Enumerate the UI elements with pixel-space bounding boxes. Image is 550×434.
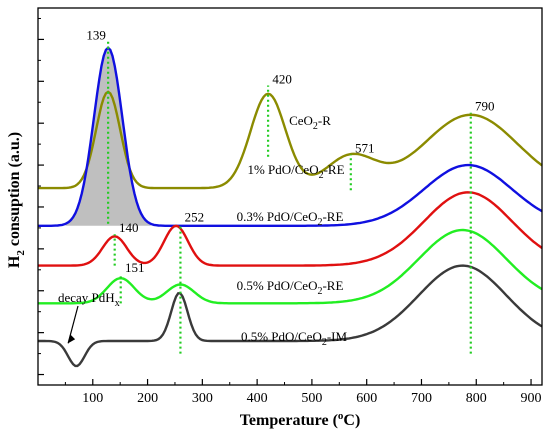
x-axis-title: Temperature (oC) <box>240 410 361 429</box>
x-tick-label-7: 800 <box>466 391 487 406</box>
y-axis-title: H2 consuption (a.u.) <box>6 132 27 268</box>
x-tick-label-2: 300 <box>192 391 213 406</box>
peak-label-6: 151 <box>125 260 145 275</box>
series-label-3: 0.5% PdO/CeO2-RE <box>237 278 344 297</box>
y-ticks <box>38 17 44 376</box>
x-tick-label-1: 200 <box>137 391 158 406</box>
series-label-1: 1% PdO/CeO2-RE <box>247 162 344 181</box>
decay-annotation-label: decay PdHx <box>58 290 120 309</box>
x-tick-label-3: 400 <box>247 391 268 406</box>
peak-label-4: 140 <box>119 220 139 235</box>
peak-label-0: 139 <box>86 28 106 43</box>
series-line-1 <box>38 46 543 227</box>
x-ticks: 100 200 300 400 500 600 700 800 900 <box>64 379 542 406</box>
axes <box>37 7 543 386</box>
label-layer: 139 420 571 790 140 252 151 CeO2-R 1% PdO/CeO2-R… <box>58 28 495 348</box>
plot-frame <box>37 7 543 386</box>
x-tick-label-4: 500 <box>301 391 322 406</box>
decay-arrow-head <box>68 334 76 344</box>
series-layer <box>38 46 543 368</box>
series-line-4 <box>38 264 543 368</box>
peak-label-5: 252 <box>185 210 205 225</box>
x-tick-label-8: 900 <box>521 391 542 406</box>
x-tick-label-5: 600 <box>356 391 377 406</box>
series-line-2 <box>38 191 543 267</box>
peak-label-3: 790 <box>475 99 495 114</box>
peak-marker-layer <box>107 41 472 354</box>
peak-label-2: 571 <box>355 141 375 156</box>
series-label-0: CeO2-R <box>289 113 331 132</box>
series-line-3 <box>38 228 543 305</box>
series-line-0 <box>38 90 543 190</box>
x-tick-label-6: 700 <box>411 391 432 406</box>
x-tick-label-0: 100 <box>82 391 103 406</box>
peak-label-1: 420 <box>272 71 292 86</box>
series-label-2: 0.3% PdO/CeO2-RE <box>237 209 344 228</box>
series-label-4: 0.5% PdO/CeO2-IM <box>241 329 348 348</box>
